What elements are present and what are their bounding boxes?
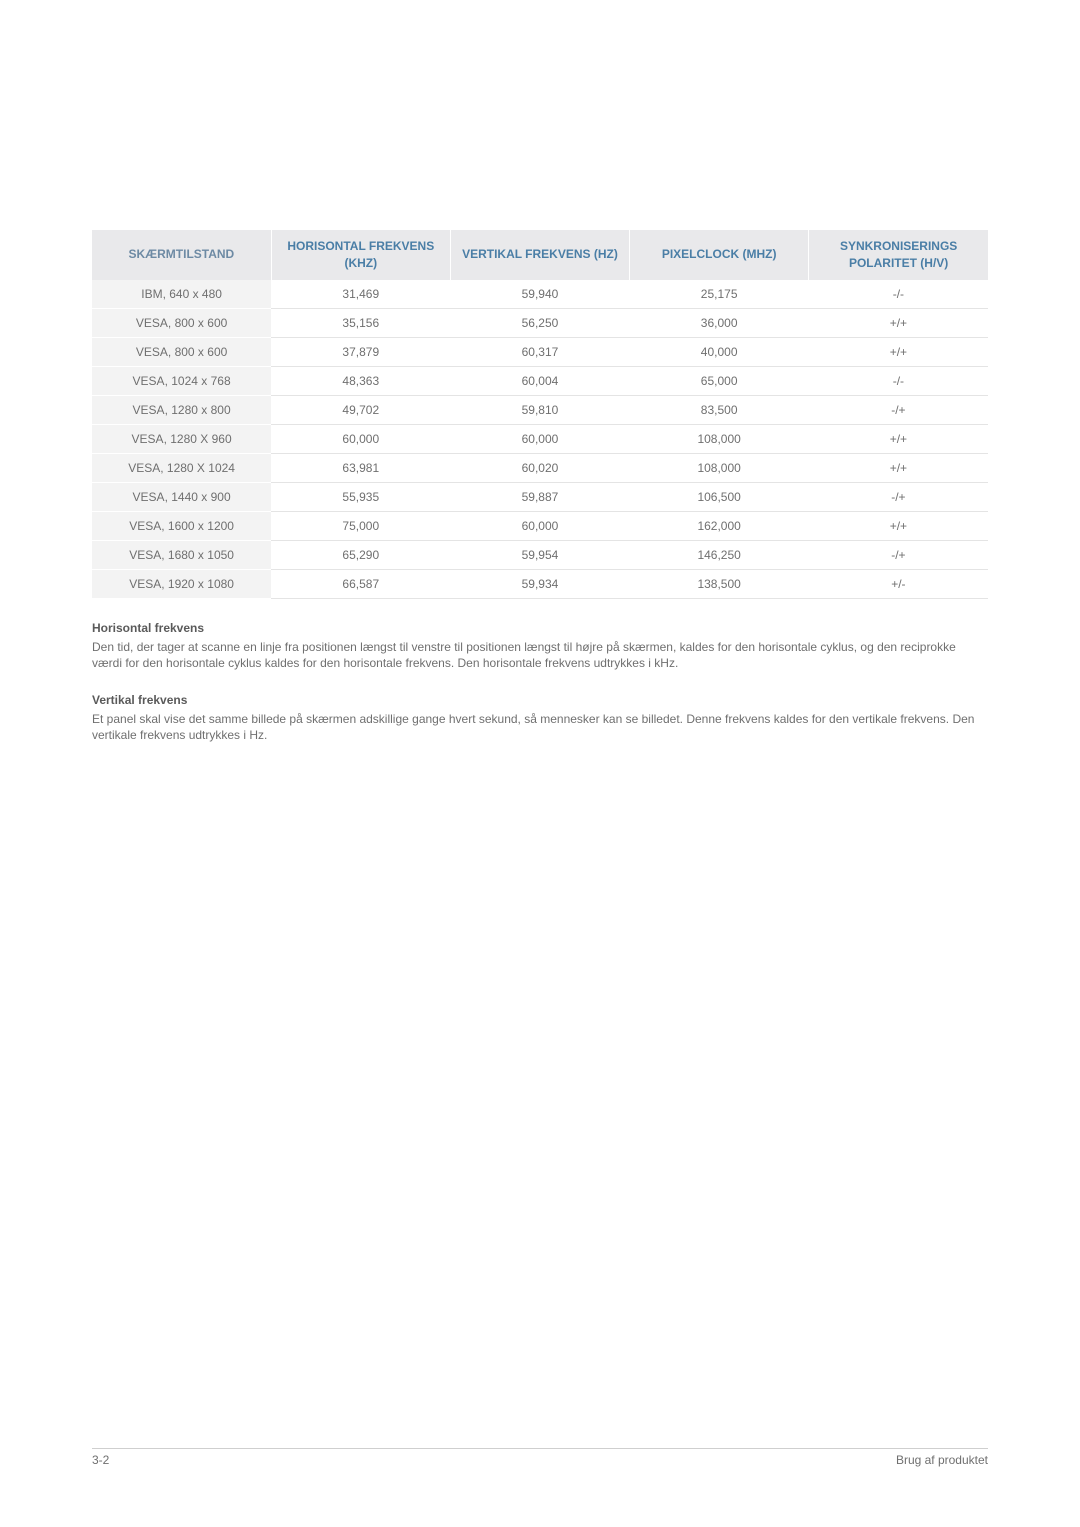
- hfreq-title: Horisontal frekvens: [92, 621, 988, 635]
- table-cell: -/-: [809, 280, 988, 309]
- table-cell: 56,250: [450, 308, 629, 337]
- table-cell: 31,469: [271, 280, 450, 309]
- table-cell: 146,250: [630, 540, 809, 569]
- table-cell: -/+: [809, 540, 988, 569]
- vfreq-title: Vertikal frekvens: [92, 693, 988, 707]
- table-cell: VESA, 1600 x 1200: [92, 511, 271, 540]
- table-cell: VESA, 1024 x 768: [92, 366, 271, 395]
- col-header-polarity: SYNKRONISERINGS POLARITET (H/V): [809, 230, 988, 280]
- table-cell: +/+: [809, 424, 988, 453]
- table-cell: IBM, 640 x 480: [92, 280, 271, 309]
- table-cell: 65,000: [630, 366, 809, 395]
- table-cell: 48,363: [271, 366, 450, 395]
- table-cell: 36,000: [630, 308, 809, 337]
- table-row: VESA, 800 x 60037,87960,31740,000+/+: [92, 337, 988, 366]
- table-body: IBM, 640 x 48031,46959,94025,175-/-VESA,…: [92, 280, 988, 599]
- table-cell: -/+: [809, 482, 988, 511]
- table-cell: 83,500: [630, 395, 809, 424]
- table-cell: 162,000: [630, 511, 809, 540]
- table-cell: 60,000: [450, 424, 629, 453]
- table-row: VESA, 1280 x 80049,70259,81083,500-/+: [92, 395, 988, 424]
- table-cell: 63,981: [271, 453, 450, 482]
- table-row: VESA, 1280 X 102463,98160,020108,000+/+: [92, 453, 988, 482]
- table-cell: 59,934: [450, 569, 629, 598]
- table-cell: 60,000: [271, 424, 450, 453]
- table-cell: 60,020: [450, 453, 629, 482]
- table-header: SKÆRMTILSTAND HORISONTAL FREKVENS (KHZ) …: [92, 230, 988, 280]
- timing-table: SKÆRMTILSTAND HORISONTAL FREKVENS (KHZ) …: [92, 230, 988, 599]
- page-footer: 3-2 Brug af produktet: [92, 1448, 988, 1467]
- table-cell: VESA, 1920 x 1080: [92, 569, 271, 598]
- col-header-mode: SKÆRMTILSTAND: [92, 230, 271, 280]
- footer-section-title: Brug af produktet: [896, 1453, 988, 1467]
- table-row: VESA, 1680 x 105065,29059,954146,250-/+: [92, 540, 988, 569]
- table-row: VESA, 800 x 60035,15656,25036,000+/+: [92, 308, 988, 337]
- table-cell: 108,000: [630, 424, 809, 453]
- table-cell: 55,935: [271, 482, 450, 511]
- footer-page-number: 3-2: [92, 1453, 109, 1467]
- table-cell: 40,000: [630, 337, 809, 366]
- table-cell: 60,004: [450, 366, 629, 395]
- table-cell: +/-: [809, 569, 988, 598]
- table-cell: 60,000: [450, 511, 629, 540]
- table-cell: 35,156: [271, 308, 450, 337]
- table-row: VESA, 1600 x 120075,00060,000162,000+/+: [92, 511, 988, 540]
- table-cell: 37,879: [271, 337, 450, 366]
- col-header-pixelclock: PIXELCLOCK (MHZ): [630, 230, 809, 280]
- table-row: VESA, 1920 x 108066,58759,934138,500+/-: [92, 569, 988, 598]
- table-cell: -/-: [809, 366, 988, 395]
- table-cell: VESA, 800 x 600: [92, 337, 271, 366]
- table-cell: 106,500: [630, 482, 809, 511]
- table-cell: +/+: [809, 511, 988, 540]
- table-cell: VESA, 1280 x 800: [92, 395, 271, 424]
- page-content: SKÆRMTILSTAND HORISONTAL FREKVENS (KHZ) …: [0, 0, 1080, 743]
- col-header-vfreq: VERTIKAL FREKVENS (HZ): [450, 230, 629, 280]
- table-cell: 59,887: [450, 482, 629, 511]
- table-row: VESA, 1280 X 96060,00060,000108,000+/+: [92, 424, 988, 453]
- table-cell: 65,290: [271, 540, 450, 569]
- table-cell: +/+: [809, 308, 988, 337]
- table-cell: VESA, 1280 X 960: [92, 424, 271, 453]
- hfreq-body: Den tid, der tager at scanne en linje fr…: [92, 639, 988, 671]
- table-cell: 59,810: [450, 395, 629, 424]
- table-cell: 66,587: [271, 569, 450, 598]
- table-cell: -/+: [809, 395, 988, 424]
- table-row: IBM, 640 x 48031,46959,94025,175-/-: [92, 280, 988, 309]
- table-cell: VESA, 1680 x 1050: [92, 540, 271, 569]
- table-cell: +/+: [809, 453, 988, 482]
- table-cell: 25,175: [630, 280, 809, 309]
- table-cell: 59,940: [450, 280, 629, 309]
- table-cell: 49,702: [271, 395, 450, 424]
- table-cell: +/+: [809, 337, 988, 366]
- table-row: VESA, 1024 x 76848,36360,00465,000-/-: [92, 366, 988, 395]
- table-cell: VESA, 1280 X 1024: [92, 453, 271, 482]
- table-cell: VESA, 1440 x 900: [92, 482, 271, 511]
- table-row: VESA, 1440 x 90055,93559,887106,500-/+: [92, 482, 988, 511]
- table-cell: 138,500: [630, 569, 809, 598]
- table-cell: 60,317: [450, 337, 629, 366]
- table-cell: VESA, 800 x 600: [92, 308, 271, 337]
- col-header-hfreq: HORISONTAL FREKVENS (KHZ): [271, 230, 450, 280]
- table-cell: 108,000: [630, 453, 809, 482]
- vfreq-body: Et panel skal vise det samme billede på …: [92, 711, 988, 743]
- table-cell: 59,954: [450, 540, 629, 569]
- table-cell: 75,000: [271, 511, 450, 540]
